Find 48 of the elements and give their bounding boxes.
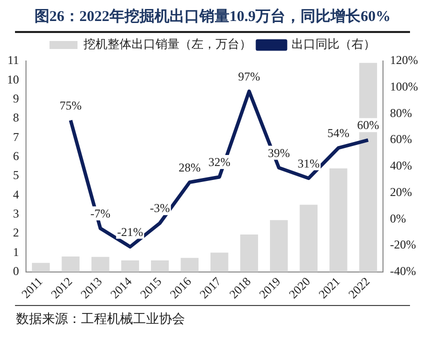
chart-title: 图26：2022年挖掘机出口销量10.9万台，同比增长60% <box>33 7 392 27</box>
y-tick-label: 0 <box>13 264 19 278</box>
data-label: 54% <box>327 126 350 140</box>
bar <box>91 256 110 272</box>
data-label: 60% <box>357 118 380 132</box>
data-label: 32% <box>208 155 230 170</box>
y2-tick-label: 100% <box>390 80 418 94</box>
bar <box>329 168 348 272</box>
y-tick-label: 1 <box>13 244 19 259</box>
y-tick-label: 5 <box>13 168 19 182</box>
data-label: 31% <box>298 156 320 170</box>
y-tick-label: 3 <box>13 206 19 220</box>
bar <box>210 252 228 272</box>
y-tick-label: 11 <box>7 53 19 68</box>
data-label: 39% <box>268 146 290 160</box>
data-label: 75% <box>60 98 82 112</box>
bar <box>32 262 50 272</box>
data-label: 28% <box>178 160 201 174</box>
y2-tick-label: 120% <box>390 53 418 68</box>
y2-tick-label: 40% <box>390 158 412 173</box>
y-tick-label: 9 <box>13 91 19 106</box>
y2-tick-label: 60% <box>390 132 412 146</box>
y2-tick-label: 80% <box>390 106 412 120</box>
source-note: 数据来源：工程机械工业协会 <box>15 310 186 328</box>
y2-tick-label: 0% <box>390 211 406 226</box>
y-tick-label: 4 <box>13 187 19 202</box>
data-label: -21% <box>117 224 144 239</box>
data-label: -3% <box>150 201 170 216</box>
bar <box>121 260 140 272</box>
y2-tick-label: -40% <box>390 264 416 278</box>
legend-label: 挖机整体出口销量（左，万台） <box>84 37 252 52</box>
y-tick-label: 6 <box>13 148 19 163</box>
bar <box>180 258 199 272</box>
data-label: 97% <box>238 69 260 84</box>
y-tick-label: 7 <box>13 130 19 144</box>
bar <box>270 220 288 272</box>
y-tick-label: 8 <box>13 110 19 125</box>
y2-tick-label: -20% <box>390 238 416 252</box>
bar <box>62 256 80 272</box>
y2-tick-label: 20% <box>390 184 412 199</box>
bar <box>359 62 378 272</box>
bar <box>240 234 258 272</box>
y-tick-label: 2 <box>13 226 19 240</box>
bar <box>150 260 169 272</box>
bar <box>300 204 318 272</box>
legend-label: 出口同比（右） <box>292 37 376 52</box>
data-label: -7% <box>90 206 110 221</box>
y-tick-label: 10 <box>7 72 19 86</box>
